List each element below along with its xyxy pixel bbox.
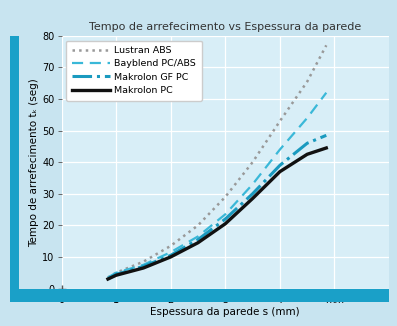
X-axis label: Espessura da parede s (mm): Espessura da parede s (mm) [150, 307, 300, 317]
Y-axis label: Tempo de arrefecimento tₖ (seg): Tempo de arrefecimento tₖ (seg) [29, 78, 39, 246]
Legend: Lustran ABS, Bayblend PC/ABS, Makrolon GF PC, Makrolon PC: Lustran ABS, Bayblend PC/ABS, Makrolon G… [66, 40, 202, 101]
Title: Tempo de arrefecimento vs Espessura da parede: Tempo de arrefecimento vs Espessura da p… [89, 22, 361, 32]
